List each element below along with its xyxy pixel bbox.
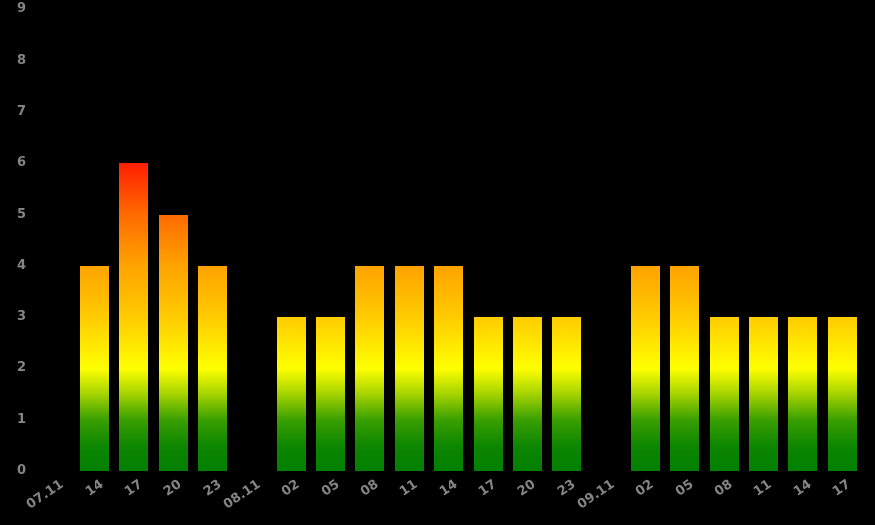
x-tick-label: 08 <box>357 477 382 500</box>
bar <box>473 317 503 471</box>
bar <box>748 317 778 471</box>
x-tick-label: 08 <box>712 477 736 500</box>
x-tick-label: 11 <box>751 477 775 500</box>
y-tick-label: 2 <box>16 360 26 376</box>
y-tick-label: 6 <box>16 155 26 171</box>
bar <box>670 265 700 471</box>
bar <box>512 317 542 471</box>
y-tick-label: 7 <box>16 103 26 119</box>
x-tick-label: 07.11 <box>24 477 67 513</box>
x-tick-label: 05 <box>318 477 343 500</box>
bar <box>827 317 857 471</box>
y-tick-label: 9 <box>16 1 26 17</box>
bar <box>434 265 464 471</box>
x-tick-label: 08.11 <box>220 477 264 513</box>
x-tick-label: 02 <box>279 477 303 500</box>
x-tick-label: 23 <box>554 477 579 500</box>
bar <box>394 265 424 471</box>
x-tick-label: 17 <box>121 477 146 500</box>
y-tick-label: 0 <box>16 463 26 478</box>
bar <box>80 265 110 471</box>
bar <box>316 317 346 471</box>
bar <box>198 265 228 471</box>
y-tick-label: 4 <box>16 257 26 273</box>
x-tick-label: 02 <box>633 477 657 500</box>
bar <box>355 265 385 471</box>
bar <box>158 214 188 471</box>
x-tick-label: 14 <box>82 477 106 500</box>
y-tick-label: 1 <box>16 411 26 427</box>
x-tick-label: 20 <box>515 477 539 500</box>
x-tick-label: 14 <box>436 477 461 500</box>
x-tick-label: 11 <box>397 477 421 500</box>
x-tick-label: 17 <box>476 477 500 500</box>
bar <box>709 317 739 471</box>
bar <box>630 265 660 471</box>
x-tick-label: 09.11 <box>574 477 618 513</box>
x-tick-label: 23 <box>200 477 224 500</box>
bar <box>276 317 306 471</box>
y-tick-label: 3 <box>16 309 26 325</box>
bar <box>119 163 149 471</box>
bar <box>552 317 582 471</box>
x-tick-label: 05 <box>672 477 697 500</box>
x-tick-label: 14 <box>790 477 815 500</box>
bar <box>788 317 818 471</box>
y-tick-label: 5 <box>16 206 26 222</box>
x-tick-label: 20 <box>161 477 185 500</box>
x-tick-label: 17 <box>830 477 854 500</box>
y-tick-label: 8 <box>16 52 26 68</box>
